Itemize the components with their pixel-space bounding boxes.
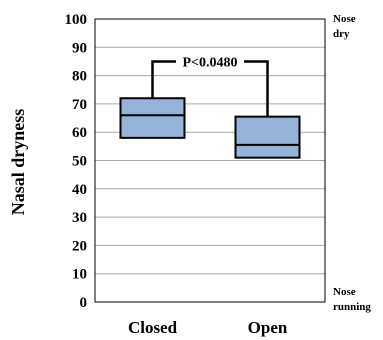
y-tick-label: 50 bbox=[72, 154, 87, 170]
bracket-right bbox=[244, 60, 269, 117]
y-axis-label: Nasal dryness bbox=[8, 109, 28, 216]
box-iqr bbox=[234, 115, 301, 159]
y-tick-label: 40 bbox=[72, 182, 87, 198]
p-value-label: P<0.0480 bbox=[182, 55, 237, 70]
right-label-top-line2: dry bbox=[333, 28, 350, 40]
y-axis-ticks: 0 10 20 30 40 50 60 70 80 90 100 bbox=[65, 12, 88, 311]
right-label-bottom-line2: running bbox=[333, 301, 371, 313]
box-iqr bbox=[119, 97, 186, 139]
y-tick-label: 10 bbox=[72, 267, 87, 283]
y-tick-label: 80 bbox=[72, 69, 87, 85]
box-open bbox=[234, 115, 301, 159]
right-label-top: Nose dry bbox=[333, 13, 356, 40]
x-category-label: Open bbox=[248, 318, 288, 337]
right-label-top-line1: Nose bbox=[333, 13, 356, 25]
y-tick-label: 0 bbox=[80, 295, 88, 311]
right-label-bottom-line1: Nose bbox=[333, 286, 356, 298]
box-closed bbox=[119, 97, 186, 139]
x-axis-labels: Closed Open bbox=[128, 318, 288, 337]
y-tick-label: 100 bbox=[65, 12, 88, 28]
y-tick-label: 20 bbox=[72, 238, 87, 254]
y-tick-label: 90 bbox=[72, 40, 87, 56]
right-label-bottom: Nose running bbox=[333, 286, 371, 313]
bracket-left bbox=[151, 60, 176, 99]
x-category-label: Closed bbox=[128, 318, 178, 337]
boxes bbox=[119, 97, 301, 159]
significance-bracket: P<0.0480 bbox=[151, 55, 269, 117]
y-tick-label: 60 bbox=[72, 125, 87, 141]
plot-area-frame bbox=[94, 18, 326, 303]
gridlines bbox=[95, 46, 325, 275]
y-tick-label: 70 bbox=[72, 97, 87, 113]
y-tick-label: 30 bbox=[72, 210, 87, 226]
